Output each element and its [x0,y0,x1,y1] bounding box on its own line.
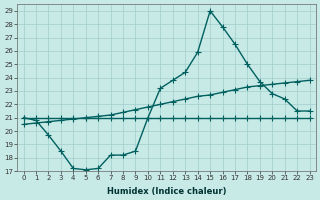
X-axis label: Humidex (Indice chaleur): Humidex (Indice chaleur) [107,187,226,196]
